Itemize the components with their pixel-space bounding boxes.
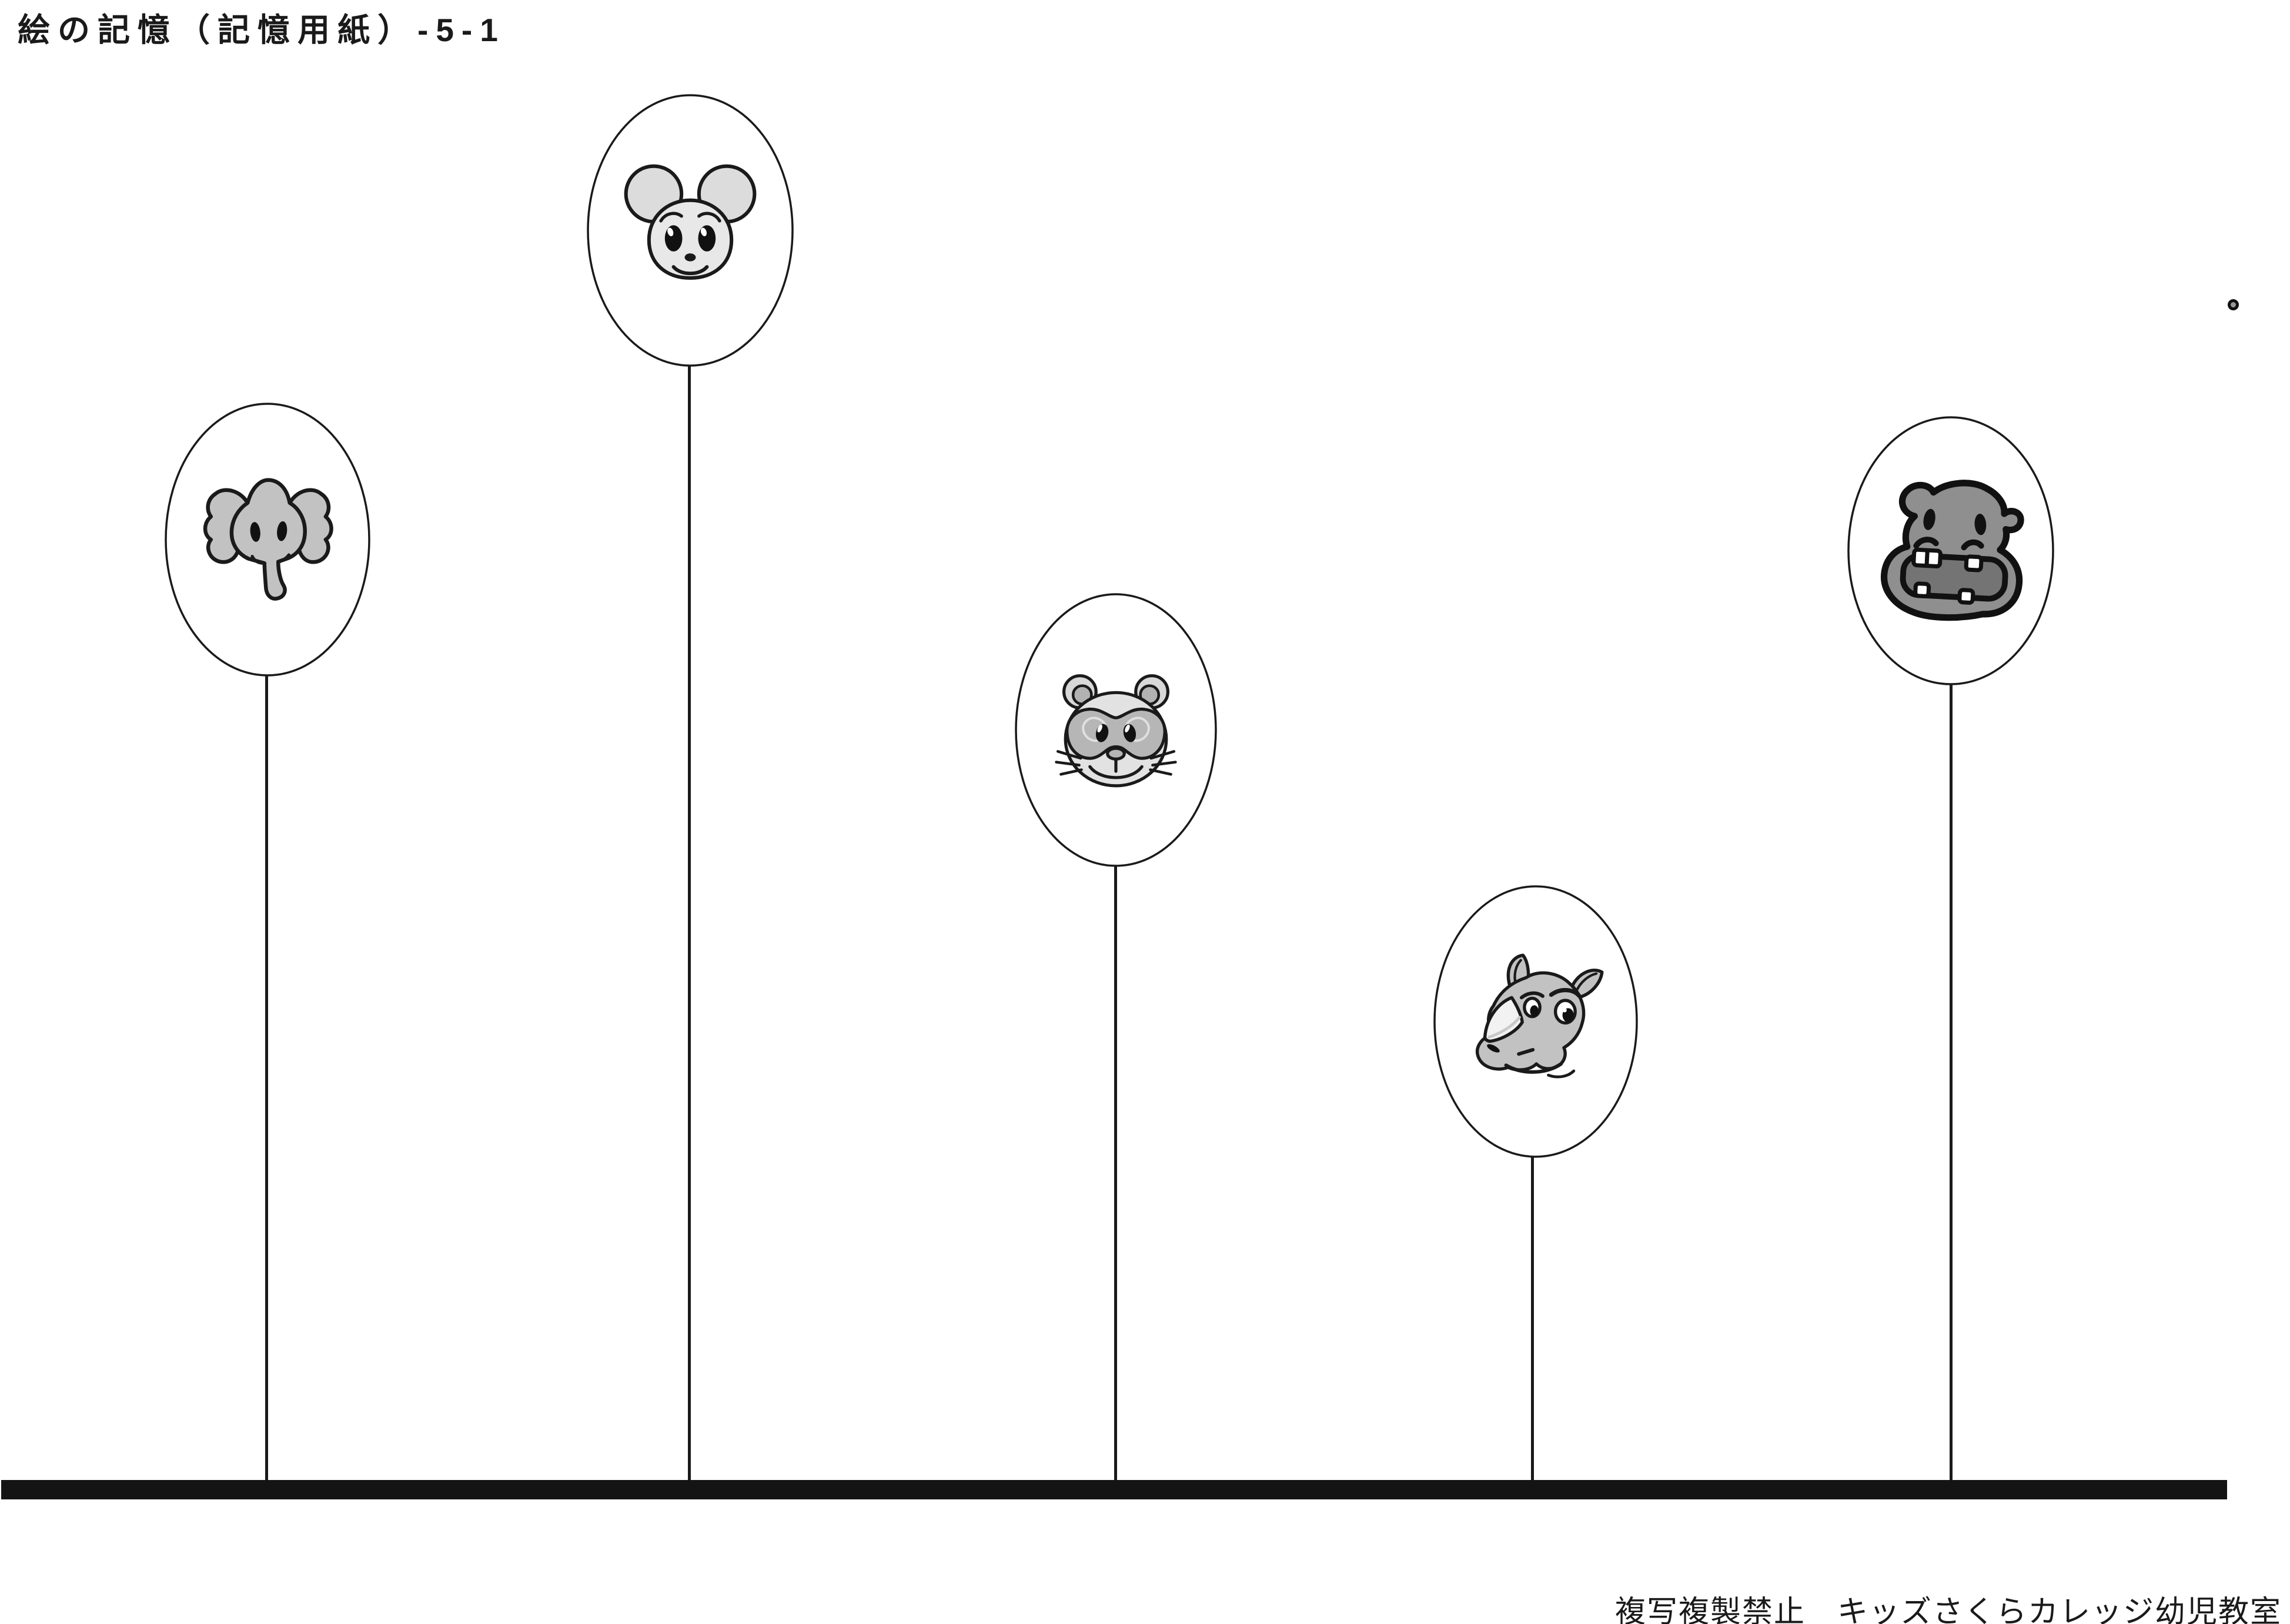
elephant-face-icon <box>203 478 333 601</box>
rhinoceros-face-icon <box>1476 953 1604 1079</box>
hippopotamus-face-icon <box>1880 480 2024 621</box>
balloon-rhinoceros <box>1432 884 1639 1159</box>
balloon-stick-elephant <box>265 673 268 1484</box>
balloon-hippopotamus <box>1846 415 2055 687</box>
mouse-face-icon <box>624 164 757 280</box>
balloon-stick-mouse <box>688 363 691 1484</box>
balloon-elephant <box>163 401 372 678</box>
ground-line <box>1 1480 2227 1499</box>
balloon-stick-rhinoceros <box>1531 1152 1534 1484</box>
corner-dot-mark <box>2228 299 2239 310</box>
ferret-face-icon <box>1055 674 1177 788</box>
balloon-stick-hippopotamus <box>1950 681 1953 1484</box>
page-title: 絵の記憶（記憶用紙）-5-1 <box>18 12 506 48</box>
balloon-stick-ferret <box>1114 863 1117 1484</box>
copyright-footer: 複写複製禁止 キッズさくらカレッジ幼児教室 <box>1614 1595 2282 1624</box>
balloon-mouse <box>586 93 795 368</box>
balloon-ferret <box>1014 592 1218 868</box>
